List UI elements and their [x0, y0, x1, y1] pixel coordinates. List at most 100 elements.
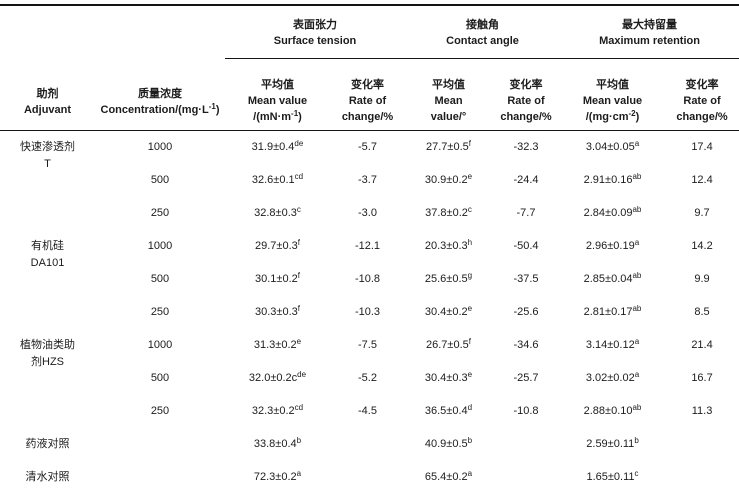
mr-mean-value: 2.81±0.17ab — [560, 296, 665, 329]
st-mean-value: 30.1±0.2f — [225, 263, 330, 296]
ca-rate-value: -37.5 — [492, 263, 560, 296]
st-rate-value: -4.5 — [330, 395, 405, 428]
mr-rate-value — [665, 428, 739, 461]
mr-rate-value: 17.4 — [665, 131, 739, 165]
mr-rate-value: 16.7 — [665, 362, 739, 395]
mr-rate-value: 14.2 — [665, 230, 739, 263]
st-mean-value: 32.6±0.1cd — [225, 164, 330, 197]
table-row: 药液对照 33.8±0.4b 40.9±0.5b 2.59±0.11b — [0, 428, 739, 461]
st-rate-value: -7.5 — [330, 329, 405, 362]
ca-mean-value: 25.6±0.5g — [405, 263, 492, 296]
mr-mean-value: 3.02±0.02a — [560, 362, 665, 395]
st-mean-value: 31.3±0.2e — [225, 329, 330, 362]
mr-rate-value: 9.9 — [665, 263, 739, 296]
st-rate-value — [330, 428, 405, 461]
ca-mean-value: 37.8±0.2c — [405, 197, 492, 230]
st-rate-value: -3.7 — [330, 164, 405, 197]
mr-mean-value: 2.91±0.16ab — [560, 164, 665, 197]
st-rate-value: -10.8 — [330, 263, 405, 296]
st-mean-value: 31.9±0.4de — [225, 131, 330, 165]
ca-rate-value: -34.6 — [492, 329, 560, 362]
ca-mean-value: 26.7±0.5f — [405, 329, 492, 362]
ca-rate-value: -32.3 — [492, 131, 560, 165]
st-mean-value: 32.0±0.2cde — [225, 362, 330, 395]
ca-mean-value: 30.4±0.2e — [405, 296, 492, 329]
ca-rate-value — [492, 428, 560, 461]
st-rate-value: -3.0 — [330, 197, 405, 230]
ca-rate-value: -25.6 — [492, 296, 560, 329]
mr-mean-value: 2.59±0.11b — [560, 428, 665, 461]
concentration-value: 1000 — [95, 131, 225, 165]
concentration-value: 250 — [95, 296, 225, 329]
concentration-value: 500 — [95, 263, 225, 296]
mr-mean-value: 2.96±0.19a — [560, 230, 665, 263]
ca-rate-value: -25.7 — [492, 362, 560, 395]
st-rate-value: -5.7 — [330, 131, 405, 165]
ca-mean-value: 36.5±0.4d — [405, 395, 492, 428]
st-rate-value: -10.3 — [330, 296, 405, 329]
mr-mean-value: 2.88±0.10ab — [560, 395, 665, 428]
mr-rate-value: 8.5 — [665, 296, 739, 329]
ca-mean-value: 30.4±0.3e — [405, 362, 492, 395]
concentration-value: 500 — [95, 362, 225, 395]
ca-rate-value — [492, 461, 560, 494]
ca-mean-value: 40.9±0.5b — [405, 428, 492, 461]
st-mean-value: 30.3±0.3f — [225, 296, 330, 329]
ca-rate-value: -10.8 — [492, 395, 560, 428]
mr-mean-value: 3.04±0.05a — [560, 131, 665, 165]
mr-rate-value: 11.3 — [665, 395, 739, 428]
mr-mean-value: 1.65±0.11c — [560, 461, 665, 494]
concentration-value: 250 — [95, 395, 225, 428]
st-mean-value: 32.3±0.2cd — [225, 395, 330, 428]
mr-rate-value: 12.4 — [665, 164, 739, 197]
st-rate-value: -5.2 — [330, 362, 405, 395]
ca-mean-value: 30.9±0.2e — [405, 164, 492, 197]
mr-rate-value: 9.7 — [665, 197, 739, 230]
adjuvant-label: 植物油类助剂HZS — [0, 329, 95, 428]
st-mean-value: 33.8±0.4b — [225, 428, 330, 461]
st-rate-value — [330, 461, 405, 494]
st-mean-value: 32.8±0.3c — [225, 197, 330, 230]
concentration-value: 500 — [95, 164, 225, 197]
adjuvant-label: 药液对照 — [0, 428, 95, 461]
mr-mean-value: 3.14±0.12a — [560, 329, 665, 362]
mr-rate-value — [665, 461, 739, 494]
adjuvant-label: 清水对照 — [0, 461, 95, 494]
mr-mean-value: 2.84±0.09ab — [560, 197, 665, 230]
ca-rate-value: -50.4 — [492, 230, 560, 263]
st-rate-value: -12.1 — [330, 230, 405, 263]
mr-rate-value: 21.4 — [665, 329, 739, 362]
concentration-value — [95, 428, 225, 461]
mr-mean-value: 2.85±0.04ab — [560, 263, 665, 296]
ca-mean-value: 27.7±0.5f — [405, 131, 492, 165]
concentration-value: 250 — [95, 197, 225, 230]
ca-mean-value: 20.3±0.3h — [405, 230, 492, 263]
st-mean-value: 72.3±0.2a — [225, 461, 330, 494]
st-mean-value: 29.7±0.3f — [225, 230, 330, 263]
